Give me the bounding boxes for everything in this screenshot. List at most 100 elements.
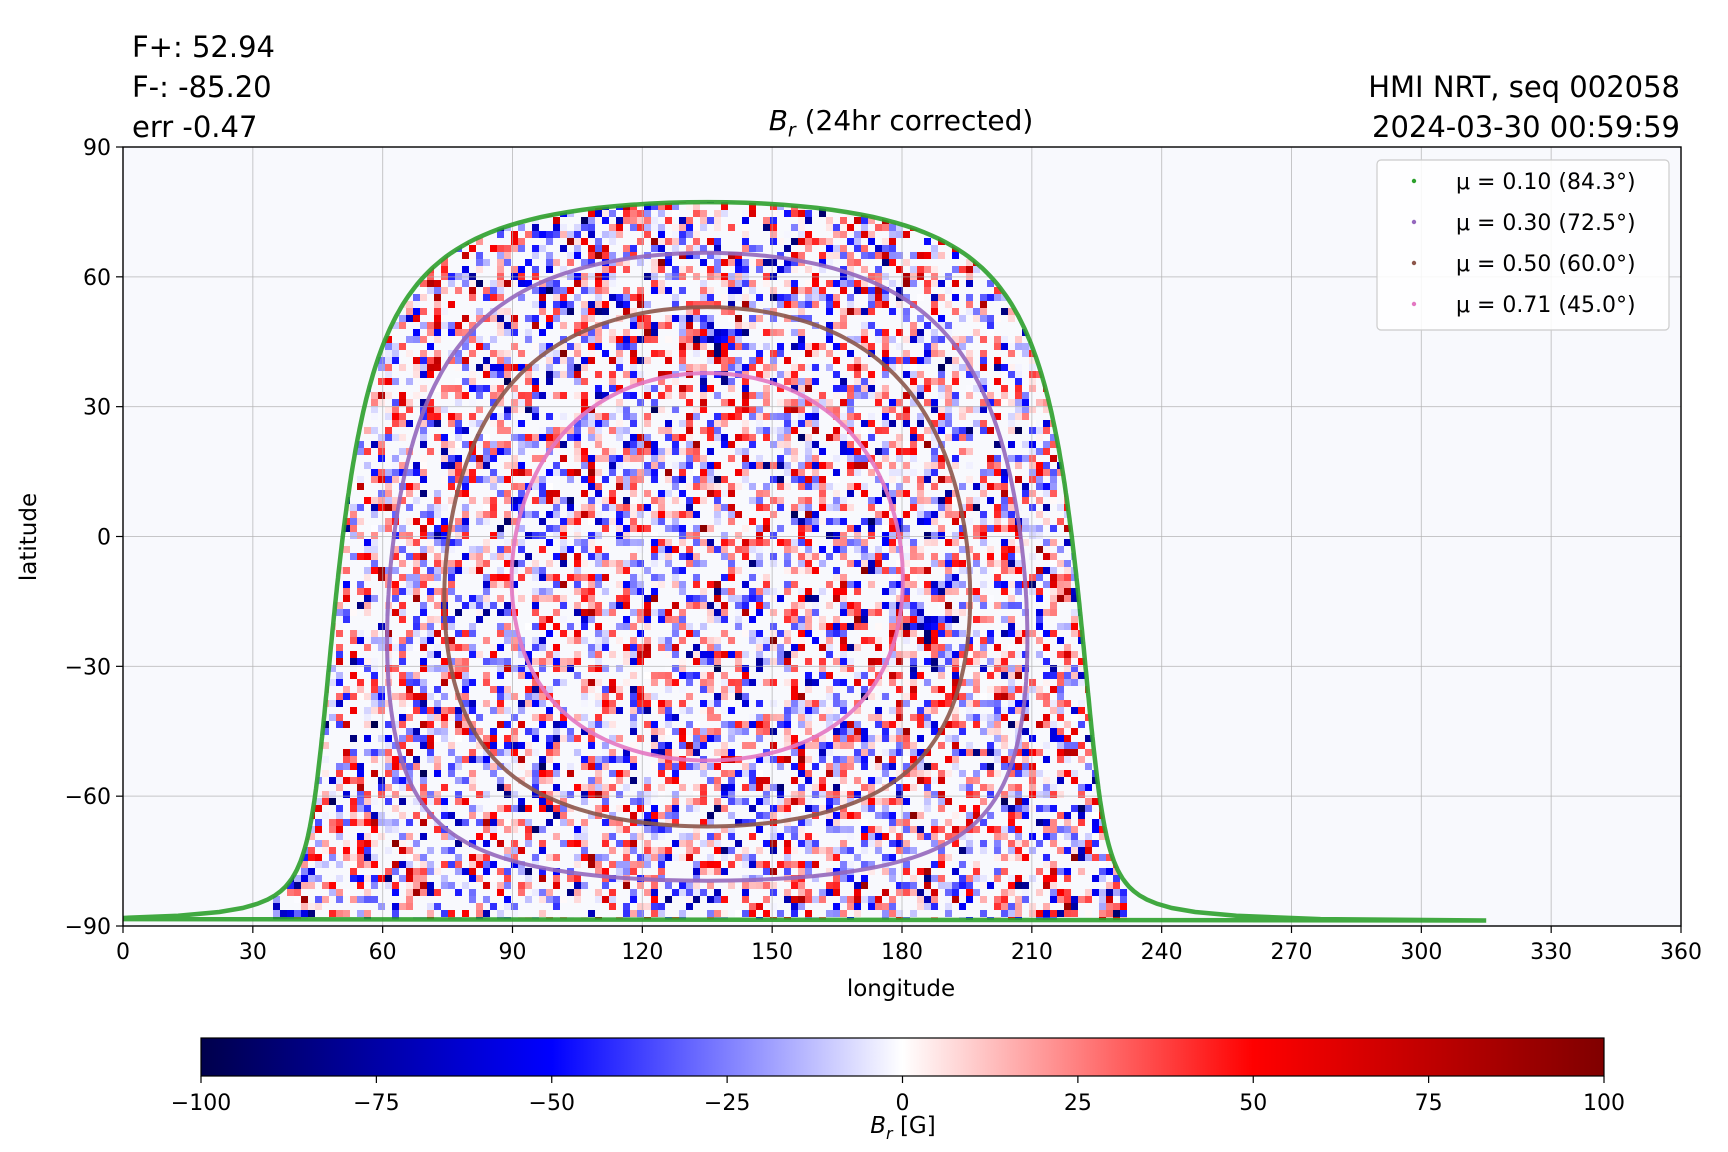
- magnetogram-pixel: [777, 371, 784, 378]
- magnetogram-pixel: [980, 364, 987, 371]
- magnetogram-pixel: [959, 546, 966, 553]
- magnetogram-pixel: [826, 518, 833, 525]
- magnetogram-pixel: [672, 616, 679, 623]
- magnetogram-pixel: [987, 560, 994, 567]
- magnetogram-pixel: [462, 252, 469, 259]
- magnetogram-pixel: [672, 224, 679, 231]
- magnetogram-pixel: [854, 546, 861, 553]
- magnetogram-pixel: [546, 616, 553, 623]
- magnetogram-pixel: [854, 483, 861, 490]
- magnetogram-pixel: [630, 581, 637, 588]
- magnetogram-pixel: [903, 371, 910, 378]
- magnetogram-pixel: [644, 357, 651, 364]
- magnetogram-pixel: [938, 581, 945, 588]
- magnetogram-pixel: [574, 364, 581, 371]
- magnetogram-pixel: [616, 602, 623, 609]
- magnetogram-pixel: [924, 644, 931, 651]
- magnetogram-pixel: [385, 392, 392, 399]
- magnetogram-pixel: [938, 616, 945, 623]
- magnetogram-pixel: [350, 672, 357, 679]
- magnetogram-pixel: [420, 385, 427, 392]
- magnetogram-pixel: [945, 385, 952, 392]
- magnetogram-pixel: [637, 525, 644, 532]
- magnetogram-pixel: [742, 231, 749, 238]
- magnetogram-pixel: [707, 581, 714, 588]
- magnetogram-pixel: [686, 455, 693, 462]
- magnetogram-pixel: [364, 567, 371, 574]
- magnetogram-pixel: [840, 413, 847, 420]
- magnetogram-pixel: [1078, 658, 1085, 665]
- magnetogram-pixel: [756, 504, 763, 511]
- magnetogram-pixel: [728, 399, 735, 406]
- magnetogram-pixel: [826, 553, 833, 560]
- magnetogram-pixel: [686, 511, 693, 518]
- magnetogram-pixel: [847, 280, 854, 287]
- magnetogram-pixel: [462, 329, 469, 336]
- magnetogram-pixel: [882, 238, 889, 245]
- magnetogram-pixel: [455, 329, 462, 336]
- magnetogram-pixel: [651, 588, 658, 595]
- magnetogram-pixel: [413, 336, 420, 343]
- magnetogram-pixel: [784, 378, 791, 385]
- magnetogram-pixel: [693, 336, 700, 343]
- magnetogram-pixel: [924, 462, 931, 469]
- magnetogram-pixel: [686, 630, 693, 637]
- magnetogram-pixel: [924, 658, 931, 665]
- magnetogram-pixel: [889, 623, 896, 630]
- magnetogram-pixel: [833, 294, 840, 301]
- magnetogram-pixel: [742, 595, 749, 602]
- magnetogram-pixel: [931, 343, 938, 350]
- magnetogram-pixel: [973, 532, 980, 539]
- magnetogram-pixel: [651, 532, 658, 539]
- magnetogram-pixel: [490, 385, 497, 392]
- magnetogram-pixel: [847, 294, 854, 301]
- magnetogram-pixel: [413, 308, 420, 315]
- magnetogram-pixel: [791, 343, 798, 350]
- magnetogram-pixel: [483, 560, 490, 567]
- magnetogram-pixel: [686, 336, 693, 343]
- magnetogram-pixel: [693, 644, 700, 651]
- magnetogram-pixel: [840, 385, 847, 392]
- magnetogram-pixel: [791, 266, 798, 273]
- magnetogram-pixel: [931, 476, 938, 483]
- magnetogram-pixel: [546, 259, 553, 266]
- magnetogram-pixel: [462, 511, 469, 518]
- magnetogram-pixel: [819, 252, 826, 259]
- magnetogram-pixel: [567, 301, 574, 308]
- magnetogram-pixel: [700, 672, 707, 679]
- magnetogram-pixel: [539, 588, 546, 595]
- magnetogram-pixel: [483, 595, 490, 602]
- magnetogram-pixel: [742, 553, 749, 560]
- magnetogram-pixel: [1064, 560, 1071, 567]
- magnetogram-pixel: [777, 630, 784, 637]
- magnetogram-pixel: [476, 511, 483, 518]
- magnetogram-pixel: [595, 336, 602, 343]
- magnetogram-pixel: [756, 511, 763, 518]
- magnetogram-pixel: [770, 210, 777, 217]
- magnetogram-pixel: [1029, 448, 1036, 455]
- magnetogram-pixel: [595, 217, 602, 224]
- magnetogram-pixel: [973, 315, 980, 322]
- magnetogram-pixel: [910, 630, 917, 637]
- magnetogram-pixel: [854, 448, 861, 455]
- magnetogram-pixel: [854, 581, 861, 588]
- magnetogram-pixel: [1036, 434, 1043, 441]
- magnetogram-pixel: [455, 476, 462, 483]
- magnetogram-pixel: [882, 259, 889, 266]
- magnetogram-pixel: [497, 427, 504, 434]
- magnetogram-pixel: [630, 539, 637, 546]
- magnetogram-pixel: [700, 364, 707, 371]
- magnetogram-pixel: [1057, 574, 1064, 581]
- magnetogram-pixel: [826, 483, 833, 490]
- magnetogram-pixel: [1078, 665, 1085, 672]
- magnetogram-pixel: [840, 532, 847, 539]
- magnetogram-pixel: [1064, 574, 1071, 581]
- magnetogram-pixel: [700, 259, 707, 266]
- magnetogram-pixel: [749, 210, 756, 217]
- magnetogram-pixel: [714, 511, 721, 518]
- magnetogram-pixel: [959, 644, 966, 651]
- magnetogram-pixel: [1015, 378, 1022, 385]
- magnetogram-pixel: [756, 665, 763, 672]
- magnetogram-pixel: [609, 427, 616, 434]
- magnetogram-pixel: [882, 224, 889, 231]
